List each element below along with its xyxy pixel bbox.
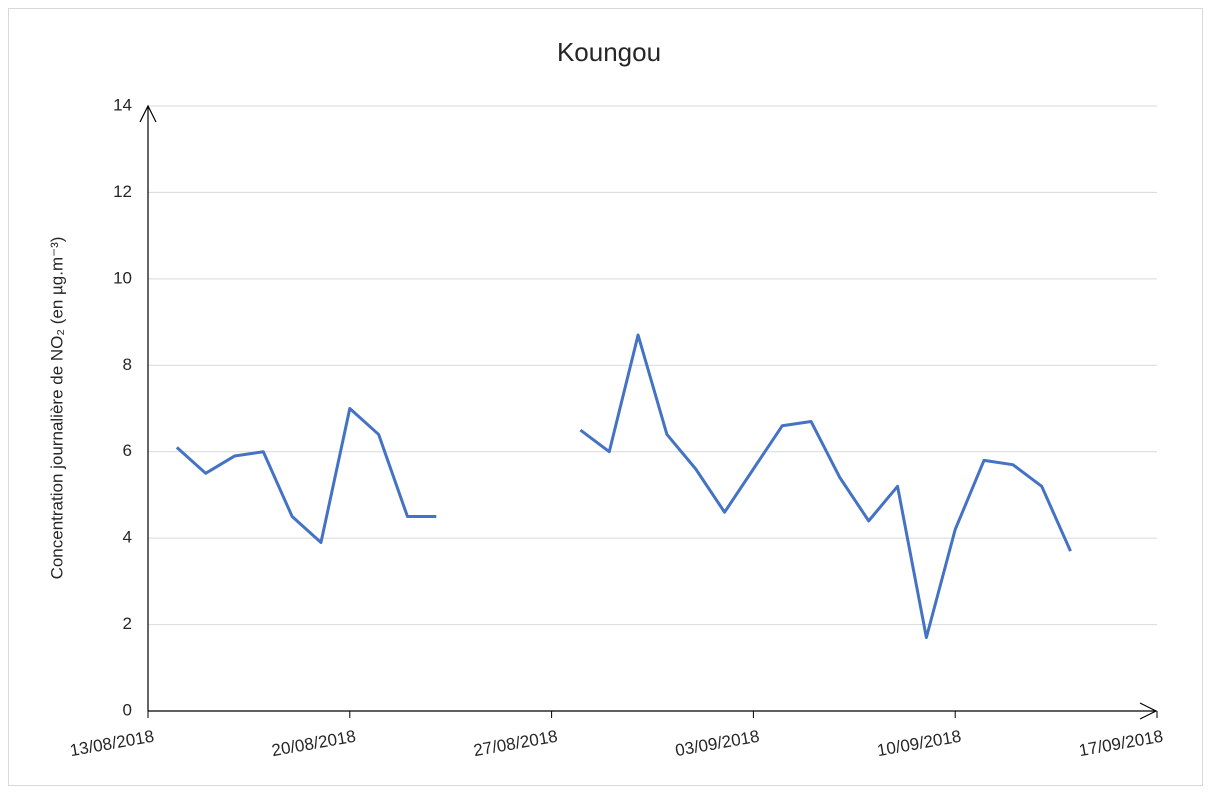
- line-series: [175, 407, 437, 544]
- y-tick-label: 6: [123, 441, 132, 460]
- y-tick-label: 14: [113, 95, 132, 114]
- y-tick-label: 12: [113, 182, 132, 201]
- y-axis-label: Concentration journalière de NO₂ (en µg.…: [47, 237, 66, 580]
- y-tick-label: 4: [123, 528, 132, 547]
- x-axis-arrow: [1139, 702, 1158, 720]
- y-tick-label: 8: [123, 355, 132, 374]
- y-axis-arrow: [139, 104, 157, 123]
- line-series: [579, 333, 1072, 640]
- y-tick-label: 10: [113, 268, 132, 287]
- chart-title: Koungou: [557, 37, 661, 67]
- y-tick-label: 2: [123, 614, 132, 633]
- y-tick-label: 0: [123, 700, 132, 719]
- chart-border: [8, 8, 1203, 786]
